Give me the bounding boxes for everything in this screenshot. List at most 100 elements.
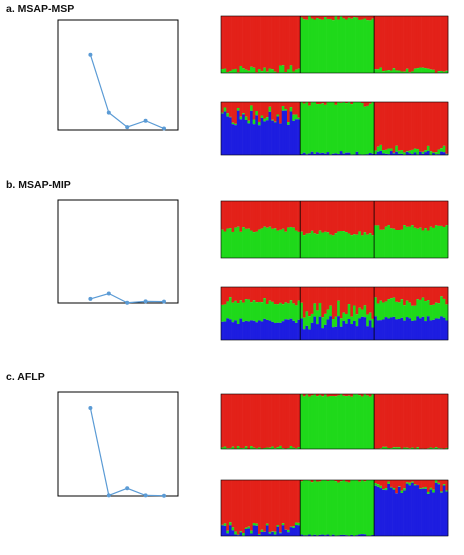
bar-segment-red bbox=[258, 287, 261, 302]
bar-segment-blue bbox=[342, 321, 345, 340]
bar-segment-red bbox=[319, 287, 322, 303]
bar-segment-red bbox=[406, 102, 409, 151]
bar-segment-green bbox=[229, 228, 232, 258]
bar-segment-red bbox=[295, 394, 298, 448]
bar-segment-green bbox=[337, 231, 340, 258]
bar-segment-green bbox=[443, 227, 446, 258]
bar-segment-red bbox=[361, 287, 364, 310]
bar-segment-red bbox=[287, 287, 290, 303]
bar-segment-blue bbox=[432, 320, 435, 340]
bar-segment-blue bbox=[440, 316, 443, 340]
bar-segment-red bbox=[263, 16, 266, 68]
bar-segment-green bbox=[358, 395, 361, 449]
bar-segment-green bbox=[287, 122, 290, 125]
bar-segment-green bbox=[369, 233, 372, 258]
bar-segment-red bbox=[356, 287, 359, 314]
bar-segment-red bbox=[366, 201, 369, 235]
bar-segment-green bbox=[432, 228, 435, 258]
bar-segment-blue bbox=[385, 490, 388, 536]
bar-segment-red bbox=[390, 102, 393, 148]
bar-segment-red bbox=[387, 394, 390, 448]
bar-segment-red bbox=[276, 287, 279, 304]
bar-segment-green bbox=[411, 482, 414, 483]
bar-segment-red bbox=[290, 394, 293, 446]
bar-segment-green bbox=[305, 102, 308, 154]
bar-segment-green bbox=[269, 301, 272, 321]
bar-segment-green bbox=[406, 301, 409, 317]
bar-segment-red bbox=[427, 394, 430, 448]
bar-segment-green bbox=[379, 301, 382, 321]
bar-segment-green bbox=[393, 488, 396, 490]
bar-segment-blue bbox=[253, 124, 256, 155]
bar-segment-green bbox=[282, 65, 285, 73]
bar-segment-red bbox=[379, 102, 382, 145]
bar-segment-green bbox=[321, 317, 324, 328]
bar-segment-green bbox=[292, 303, 295, 320]
bar-segment-red bbox=[316, 16, 319, 18]
bar-segment-blue bbox=[437, 484, 440, 536]
bar-segment-blue bbox=[276, 323, 279, 340]
bar-segment-green bbox=[361, 310, 364, 317]
bar-segment-green bbox=[443, 484, 446, 485]
bar-segment-red bbox=[255, 102, 258, 111]
bar-segment-green bbox=[308, 16, 311, 73]
bar-segment-blue bbox=[319, 317, 322, 340]
bar-segment-red bbox=[385, 16, 388, 71]
bar-segment-red bbox=[232, 102, 235, 123]
bar-segment-red bbox=[435, 16, 438, 73]
delta-k-point bbox=[107, 111, 111, 115]
section-title-b: b. MSAP-MIP bbox=[6, 179, 71, 191]
bar-segment-blue bbox=[348, 153, 351, 155]
delta-k-point bbox=[162, 127, 166, 131]
bar-segment-green bbox=[377, 304, 380, 321]
bar-segment-red bbox=[427, 201, 430, 231]
bar-segment-blue bbox=[261, 532, 264, 536]
bar-segment-red bbox=[403, 102, 406, 152]
bar-segment-green bbox=[422, 298, 425, 317]
bar-segment-green bbox=[427, 69, 430, 73]
bar-segment-blue bbox=[416, 485, 419, 536]
bar-segment-red bbox=[400, 16, 403, 71]
bar-segment-green bbox=[324, 105, 327, 154]
bar-segment-blue bbox=[224, 112, 227, 155]
bar-segment-blue bbox=[295, 323, 298, 340]
bar-segment-green bbox=[437, 150, 440, 155]
bar-segment-red bbox=[284, 480, 287, 530]
bar-segment-blue bbox=[332, 327, 335, 340]
bar-segment-red bbox=[411, 287, 414, 306]
bar-segment-blue bbox=[414, 320, 417, 340]
bar-segment-red bbox=[414, 480, 417, 484]
bar-segment-green bbox=[305, 234, 308, 258]
bar-segment-blue bbox=[300, 319, 303, 340]
bar-segment-green bbox=[321, 20, 324, 73]
bar-segment-green bbox=[245, 528, 248, 529]
bar-segment-red bbox=[427, 287, 430, 300]
bar-segment-green bbox=[274, 532, 277, 535]
bar-segment-blue bbox=[408, 318, 411, 340]
bar-segment-red bbox=[319, 16, 322, 19]
bar-segment-red bbox=[224, 480, 227, 523]
bar-segment-red bbox=[324, 201, 327, 232]
bar-segment-green bbox=[350, 480, 353, 535]
bar-segment-red bbox=[266, 201, 269, 228]
bar-segment-green bbox=[316, 482, 319, 536]
bar-segment-green bbox=[427, 492, 430, 494]
bar-segment-red bbox=[279, 201, 282, 230]
bar-segment-red bbox=[300, 201, 303, 232]
bar-segment-green bbox=[424, 150, 427, 152]
bar-segment-red bbox=[379, 16, 382, 68]
bar-segment-green bbox=[348, 102, 351, 153]
bar-segment-green bbox=[390, 148, 393, 151]
bar-segment-blue bbox=[247, 528, 250, 536]
bar-segment-green bbox=[419, 488, 422, 489]
bar-segment-green bbox=[308, 316, 311, 329]
bar-segment-red bbox=[408, 16, 411, 72]
bar-segment-green bbox=[419, 228, 422, 258]
bar-segment-red bbox=[440, 287, 443, 296]
bar-segment-red bbox=[276, 394, 279, 447]
delta-k-point bbox=[144, 493, 148, 497]
bar-segment-blue bbox=[221, 114, 224, 155]
bar-segment-red bbox=[239, 287, 242, 300]
bar-segment-green bbox=[245, 229, 248, 258]
bar-segment-blue bbox=[269, 534, 272, 536]
